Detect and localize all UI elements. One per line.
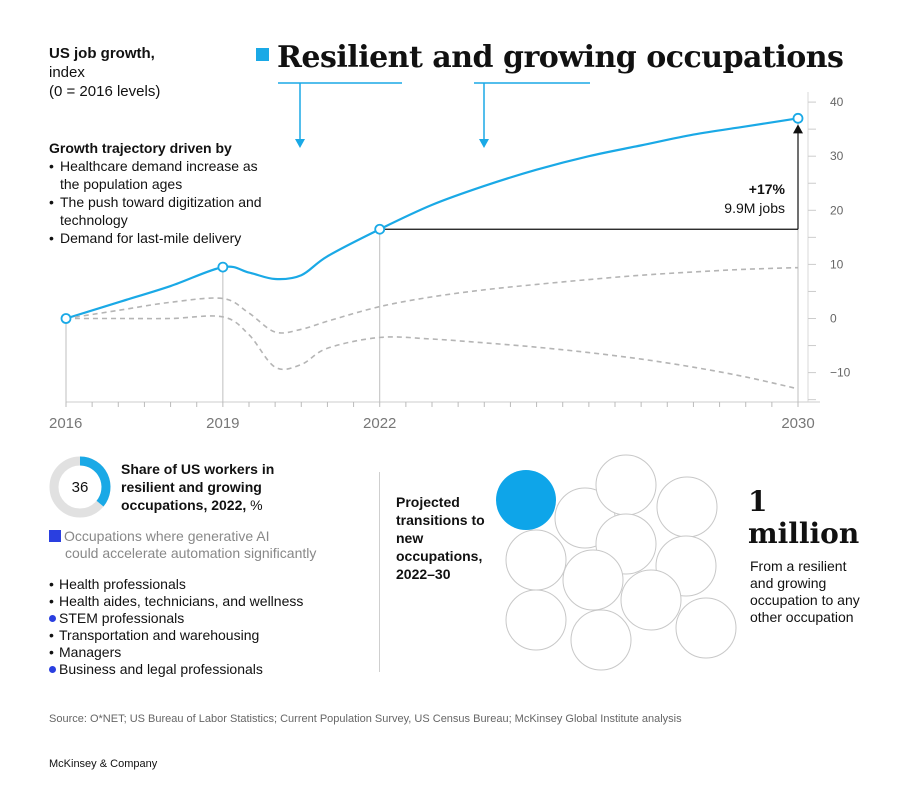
section-divider [379, 472, 380, 672]
y-tick-label: 10 [830, 257, 844, 271]
title-arrow-head-icon [295, 139, 305, 148]
share-label-text: Share of US workers in resilient and gro… [121, 461, 275, 513]
big-number-line2: million [748, 517, 860, 550]
highlight-circle [496, 470, 556, 530]
occupation-item: Business and legal professionals [49, 661, 303, 678]
bullet-icon: • [49, 627, 54, 643]
job-growth-chart: 40 30 20 10 0 −10 2016 2019 2022 2030 [49, 82, 851, 432]
occupation-label: Transportation and warehousing [59, 627, 260, 643]
ai-dot-icon [49, 615, 56, 622]
share-donut: 36 [49, 456, 111, 518]
occupation-item: STEM professionals [49, 610, 303, 627]
transitions-label: Projected transitions to new occupations… [396, 494, 485, 582]
occupation-circle [656, 476, 718, 538]
y-axis-label-line1: US job growth, [49, 45, 155, 62]
y-tick-label: 40 [830, 95, 844, 109]
x-tick-labels: 2016 2019 2022 2030 [49, 415, 815, 432]
bullet-icon: • [49, 576, 54, 592]
annotations [278, 82, 803, 230]
x-tick-label: 2019 [206, 415, 239, 432]
occupation-item: • Health aides, technicians, and wellness [49, 593, 303, 610]
series-markers [60, 112, 804, 324]
y-axis-label-line2: index [49, 64, 85, 81]
legend-line1: Occupations where generative AI [64, 528, 270, 544]
occupation-label: STEM professionals [59, 610, 185, 626]
growth-driver-item: The push toward digitization and technol… [49, 193, 269, 229]
brand-footer: McKinsey & Company [49, 758, 158, 770]
title-arrow-head-icon [479, 139, 489, 148]
bullet-icon: • [49, 593, 54, 609]
occupation-circle [595, 454, 657, 516]
occupation-circle [505, 529, 567, 591]
occupation-label: Business and legal professionals [59, 661, 263, 677]
series-lines [65, 117, 799, 390]
y-axis-label: US job growth, index (0 = 2016 levels) [49, 44, 160, 101]
transitions-big-number: 1 million [748, 486, 859, 550]
occupation-label: Managers [59, 644, 122, 660]
callout-jobs: 9.9M jobs [724, 200, 785, 216]
x-tick-label: 2030 [781, 415, 814, 432]
occupation-circle [620, 569, 682, 631]
chart-title-text: Resilient and growing occupations [277, 40, 844, 75]
series-marker [60, 313, 72, 324]
growth-driver-item: Healthcare demand increase as the popula… [49, 157, 269, 193]
title-square-icon [256, 48, 269, 61]
occupation-label: Health aides, technicians, and wellness [59, 593, 304, 609]
y-tick-label: 20 [830, 203, 844, 217]
transitions-description: From a resilient and growing occupation … [750, 558, 860, 625]
series-marker [792, 112, 804, 124]
series-marker [217, 261, 229, 273]
series-line-resilient [65, 117, 799, 320]
occupation-label: Health professionals [59, 576, 186, 592]
occupation-circle [570, 609, 632, 671]
occupation-circle [675, 597, 737, 659]
circle-group [496, 454, 737, 671]
transition-circles [496, 454, 737, 671]
occupation-list: • Health professionals • Health aides, tech… [49, 576, 303, 678]
source-note: Source: O*NET; US Bureau of Labor Statis… [49, 713, 682, 725]
legend-blue-square-icon [49, 530, 61, 542]
y-tick-labels: 40 30 20 10 0 −10 [830, 95, 851, 380]
share-label: Share of US workers in resilient and gro… [121, 460, 311, 514]
series-line-dashed [65, 266, 799, 334]
legend-line2: could accelerate automation significantl… [65, 545, 317, 561]
growth-drivers-heading: Growth trajectory driven by [49, 140, 232, 156]
y-axis-label-line3: (0 = 2016 levels) [49, 83, 161, 100]
y-tick-label: 0 [830, 312, 837, 326]
big-number-line1: 1 [748, 485, 768, 518]
ai-dot-icon [49, 666, 56, 673]
donut-share-arc [79, 456, 111, 507]
y-minor-ticks [808, 101, 816, 401]
callout-percent: +17% [748, 181, 785, 197]
bullet-icon: • [49, 644, 54, 660]
ai-legend: Occupations where generative AI could ac… [49, 528, 349, 562]
y-tick-label: 30 [830, 149, 844, 163]
callout-arrow-head-icon [793, 124, 803, 134]
drop-lines [65, 118, 799, 402]
series-line-dashed [66, 315, 799, 390]
chart-title: Resilient and growing occupations [256, 40, 844, 75]
growth-callout: +17% 9.9M jobs [640, 180, 785, 218]
occupation-item: • Transportation and warehousing [49, 627, 303, 644]
y-tick-label: −10 [830, 366, 851, 380]
growth-drivers: Growth trajectory driven by Healthcare d… [49, 139, 269, 247]
x-minor-ticks [65, 402, 799, 407]
occupation-item: • Health professionals [49, 576, 303, 593]
occupation-circle [505, 589, 567, 651]
x-tick-label: 2016 [49, 415, 82, 432]
x-tick-label: 2022 [363, 415, 396, 432]
donut-value: 36 [72, 479, 89, 496]
occupation-circle [562, 549, 624, 611]
growth-driver-item: Demand for last-mile delivery [49, 229, 269, 247]
occupation-item: • Managers [49, 644, 303, 661]
series-marker [374, 223, 386, 235]
share-label-unit: % [250, 497, 263, 513]
